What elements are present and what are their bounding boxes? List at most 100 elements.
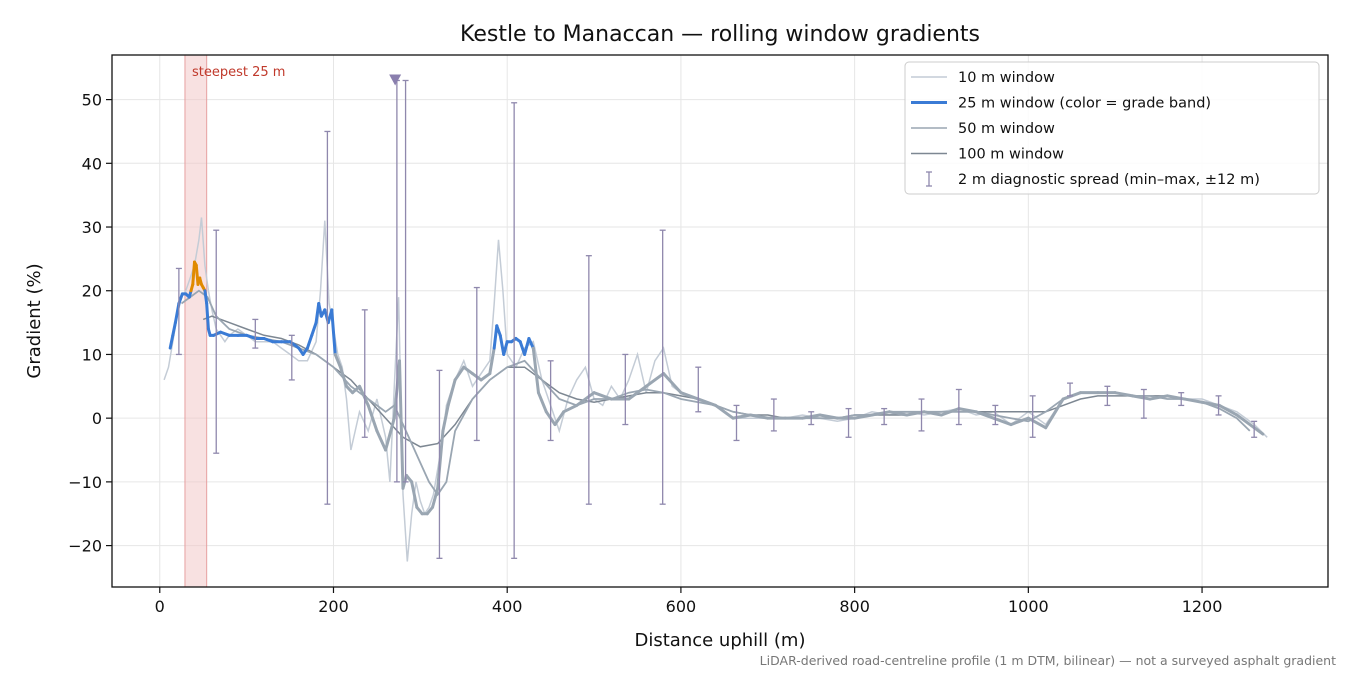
series-25m-segment <box>262 337 275 344</box>
series-25m-segment <box>870 410 891 417</box>
errorbar <box>361 309 368 438</box>
y-tick-label: 20 <box>82 282 102 301</box>
series-25m-segment <box>1026 416 1048 430</box>
errorbar <box>1215 395 1222 416</box>
series-10m-line <box>163 217 1268 562</box>
steepest-band <box>184 54 208 588</box>
errorbars <box>175 74 1258 559</box>
series-25m-segment <box>974 410 996 420</box>
errorbar <box>436 369 443 559</box>
y-tick-label: −10 <box>68 473 102 492</box>
series-25m-segment <box>479 372 492 382</box>
series-25m-segment <box>330 308 337 356</box>
series-25m-segment <box>397 359 405 490</box>
x-axis-label: Distance uphill (m) <box>635 630 806 651</box>
series-25m-segment <box>333 352 342 369</box>
series-25m-segment <box>1131 394 1152 401</box>
series-25m-segment <box>171 321 177 337</box>
y-tick-label: 10 <box>82 345 102 364</box>
steepest-marker <box>389 74 402 86</box>
errorbar <box>252 318 259 349</box>
errorbar <box>324 130 331 505</box>
series-25m-segment <box>562 403 579 414</box>
steepest-shade <box>184 54 208 588</box>
y-tick-label: 40 <box>82 154 102 173</box>
series-25m-segment <box>310 321 318 337</box>
series-25m-segment <box>1113 391 1135 398</box>
series-25m-segment <box>495 324 502 337</box>
series-lines <box>163 217 1268 562</box>
series-25m-segment <box>627 384 648 401</box>
legend-label: 25 m window (color = grade band) <box>958 96 1211 112</box>
series-25m-segment <box>305 333 314 350</box>
series-25m-segment <box>488 346 496 376</box>
series-25m-segment <box>575 391 596 407</box>
series-25m-segment <box>531 346 540 395</box>
series-25m-segment <box>853 413 874 420</box>
series-25m-segment <box>338 365 349 388</box>
series-25m-segment <box>502 340 509 356</box>
plot-frame <box>111 54 1329 588</box>
series-25m-segment <box>384 416 396 452</box>
series-25m-segment <box>219 330 231 337</box>
series-25m-segment <box>1217 403 1239 417</box>
errorbar <box>622 353 629 426</box>
series-25m-segment <box>431 486 440 509</box>
y-tick-label: −20 <box>68 537 102 556</box>
series-25m-segment <box>1009 416 1030 427</box>
series-25m-segment <box>992 416 1013 427</box>
errorbar <box>808 411 815 426</box>
errorbar <box>585 255 592 505</box>
y-tick-label: 0 <box>92 409 102 428</box>
series-25m-segment <box>1044 397 1065 430</box>
series-25m-segment <box>375 429 388 452</box>
legend-item: 50 m window <box>911 121 1055 137</box>
series-25m-segment <box>453 365 466 382</box>
y-tick-label: 30 <box>82 218 102 237</box>
series-25m-segment <box>366 403 379 433</box>
errorbar <box>511 102 518 559</box>
x-tick-label: 200 <box>318 597 349 616</box>
legend-label: 50 m window <box>958 121 1055 137</box>
series-25m-segment <box>523 337 531 356</box>
series-25m-segment <box>714 403 735 420</box>
errorbar <box>1029 395 1036 438</box>
errorbar <box>1251 420 1258 438</box>
errorbar <box>288 334 295 381</box>
errorbar <box>845 407 852 438</box>
errorbar <box>659 229 666 505</box>
errorbar <box>733 404 740 442</box>
errorbar <box>1178 392 1185 407</box>
legend-item: 2 m diagnostic spread (min–max, ±12 m) <box>926 171 1260 188</box>
series-25m-segment <box>358 384 370 407</box>
series-25m-segment <box>553 410 566 427</box>
series-25m-segment <box>662 372 683 395</box>
series-25m-segment <box>203 289 209 305</box>
legend-label: 2 m diagnostic spread (min–max, ±12 m) <box>958 172 1260 188</box>
series-25m-segment <box>492 324 499 350</box>
series-25m-segment <box>887 410 909 417</box>
series-25m-segment <box>436 429 445 490</box>
steepest-label: steepest 25 m <box>192 65 285 80</box>
series-25m-segment <box>818 413 839 420</box>
series-25m-segment <box>696 397 718 407</box>
x-tick-label: 0 <box>155 597 165 616</box>
errorbar <box>695 366 702 413</box>
series-25m-segment <box>245 333 257 341</box>
series-25m-segment <box>1200 400 1221 407</box>
chart-title: Kestle to Manaccan — rolling window grad… <box>460 22 980 47</box>
y-tick-label: 50 <box>82 91 102 110</box>
legend-item: 25 m window (color = grade band) <box>911 96 1211 112</box>
series-25m-segment <box>410 480 419 509</box>
series-25m-segment <box>1252 426 1265 436</box>
series-25m-segment <box>205 301 210 331</box>
errorbar <box>770 398 777 432</box>
legend-box <box>904 61 1320 195</box>
series-50m-line <box>180 289 1251 497</box>
errorbar <box>881 407 888 426</box>
errorbar <box>1067 382 1074 397</box>
series-25m-segment <box>679 391 700 401</box>
series-25m-segment <box>1235 413 1256 430</box>
series-25m-segment <box>748 413 770 420</box>
series-25m-segment <box>922 410 943 417</box>
